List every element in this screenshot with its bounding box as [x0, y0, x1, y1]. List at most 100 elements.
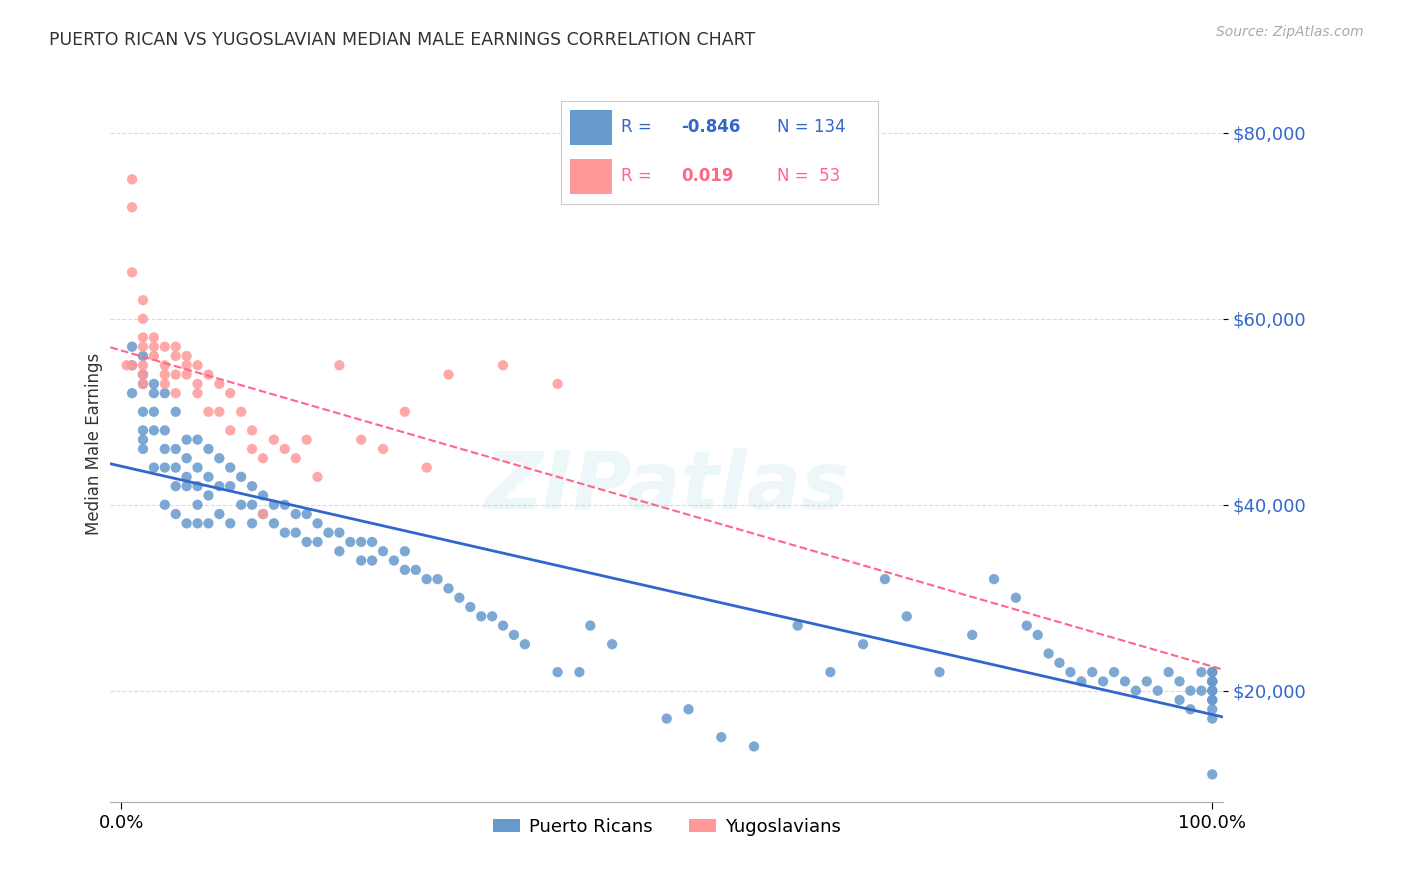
Point: [1049, 656, 1071, 670]
Point: [186, 386, 208, 401]
Point: [896, 609, 918, 624]
Point: [1136, 674, 1159, 689]
Point: [240, 479, 263, 493]
Point: [350, 553, 373, 567]
Point: [165, 507, 187, 521]
Point: [513, 637, 536, 651]
Point: [1168, 693, 1191, 707]
Point: [284, 507, 307, 521]
Point: [481, 609, 503, 624]
Point: [153, 359, 176, 373]
Point: [492, 618, 515, 632]
Point: [1168, 674, 1191, 689]
Point: [231, 498, 253, 512]
Point: [132, 442, 155, 456]
Point: [1201, 683, 1223, 698]
Point: [219, 423, 242, 437]
Point: [132, 311, 155, 326]
Y-axis label: Median Male Earnings: Median Male Earnings: [86, 353, 103, 535]
Point: [710, 730, 733, 744]
Point: [852, 637, 875, 651]
Point: [252, 451, 274, 466]
Point: [1081, 665, 1104, 679]
Point: [176, 368, 198, 382]
Point: [197, 488, 219, 502]
Point: [820, 665, 842, 679]
Point: [1201, 665, 1223, 679]
Point: [983, 572, 1005, 586]
Point: [405, 563, 427, 577]
Point: [284, 525, 307, 540]
Point: [197, 470, 219, 484]
Point: [1180, 702, 1202, 716]
Point: [252, 488, 274, 502]
Point: [132, 423, 155, 437]
Point: [1059, 665, 1081, 679]
Point: [928, 665, 950, 679]
Point: [231, 470, 253, 484]
Point: [208, 479, 231, 493]
Point: [186, 498, 208, 512]
Point: [121, 265, 143, 279]
Point: [503, 628, 526, 642]
Point: [121, 359, 143, 373]
Point: [176, 359, 198, 373]
Point: [208, 451, 231, 466]
Point: [231, 405, 253, 419]
Point: [142, 340, 165, 354]
Point: [142, 330, 165, 344]
Point: [295, 433, 318, 447]
Point: [186, 516, 208, 531]
Text: ZIPatlas: ZIPatlas: [484, 449, 849, 526]
Point: [186, 433, 208, 447]
Point: [197, 516, 219, 531]
Point: [176, 349, 198, 363]
Point: [165, 405, 187, 419]
Point: [219, 460, 242, 475]
Point: [1201, 693, 1223, 707]
Point: [1201, 767, 1223, 781]
Point: [678, 702, 700, 716]
Point: [449, 591, 471, 605]
Point: [1201, 693, 1223, 707]
Point: [142, 349, 165, 363]
Point: [394, 405, 416, 419]
Point: [1201, 674, 1223, 689]
Point: [132, 433, 155, 447]
Point: [176, 433, 198, 447]
Point: [153, 498, 176, 512]
Point: [153, 376, 176, 391]
Point: [1201, 702, 1223, 716]
Point: [426, 572, 449, 586]
Point: [121, 340, 143, 354]
Point: [1070, 674, 1092, 689]
Point: [394, 563, 416, 577]
Point: [208, 405, 231, 419]
Point: [307, 535, 329, 549]
Point: [568, 665, 591, 679]
Point: [153, 423, 176, 437]
Point: [1026, 628, 1049, 642]
Point: [132, 368, 155, 382]
Point: [1038, 647, 1060, 661]
Point: [1092, 674, 1115, 689]
Point: [132, 368, 155, 382]
Point: [142, 405, 165, 419]
Point: [1201, 674, 1223, 689]
Point: [132, 349, 155, 363]
Point: [208, 507, 231, 521]
Point: [165, 386, 187, 401]
Point: [1146, 683, 1168, 698]
Point: [197, 405, 219, 419]
Point: [219, 386, 242, 401]
Point: [153, 442, 176, 456]
Text: Source: ZipAtlas.com: Source: ZipAtlas.com: [1216, 25, 1364, 39]
Point: [371, 442, 394, 456]
Point: [600, 637, 623, 651]
Point: [547, 376, 569, 391]
Point: [361, 553, 384, 567]
Point: [1201, 683, 1223, 698]
Point: [121, 386, 143, 401]
Point: [1005, 591, 1028, 605]
Point: [547, 665, 569, 679]
